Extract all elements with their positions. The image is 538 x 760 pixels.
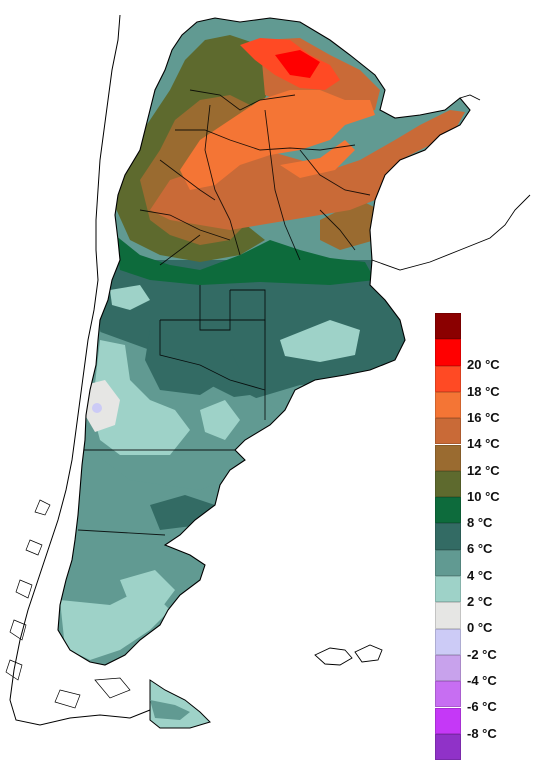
legend-label: 2 °C bbox=[467, 594, 493, 609]
legend-item: 0 °C bbox=[435, 602, 535, 635]
legend-label: -6 °C bbox=[467, 699, 497, 715]
legend-label: 10 °C bbox=[467, 488, 500, 504]
chilean-coast-islands bbox=[5, 499, 131, 709]
legend-swatch bbox=[435, 391, 461, 419]
legend-item: 8 °C bbox=[435, 497, 535, 530]
legend-item: 14 °C bbox=[435, 418, 535, 451]
legend-label: 12 °C bbox=[467, 462, 500, 478]
legend-swatch bbox=[435, 418, 461, 445]
legend-item bbox=[435, 313, 535, 340]
temperature-legend: 20 °C 18 °C 16 °C 14 °C 12 °C 10 °C 8 °C 6 °C 4 … bbox=[435, 313, 535, 760]
legend-swatch bbox=[435, 549, 461, 576]
legend-swatch bbox=[435, 654, 461, 682]
legend-item: 16 °C bbox=[435, 391, 535, 425]
legend-label: 18 °C bbox=[467, 383, 500, 399]
chile-outline bbox=[9, 14, 151, 726]
legend-item: -6 °C bbox=[435, 681, 535, 714]
legend-swatch bbox=[435, 470, 461, 498]
uruguay-outline bbox=[371, 194, 531, 271]
legend-label: 4 °C bbox=[467, 567, 493, 583]
falkland-islands bbox=[314, 644, 383, 666]
legend-swatch bbox=[435, 628, 461, 655]
legend-swatch bbox=[435, 602, 461, 629]
legend-item: 12 °C bbox=[435, 444, 535, 478]
legend-label: 20 °C bbox=[467, 357, 500, 373]
tierra-del-fuego bbox=[149, 679, 211, 729]
legend-swatch bbox=[435, 497, 461, 524]
legend-item: 10 °C bbox=[435, 470, 535, 504]
legend-item: 18 °C bbox=[435, 365, 535, 399]
legend-swatch bbox=[435, 733, 461, 760]
legend-swatch bbox=[435, 681, 461, 708]
brazil-outline bbox=[459, 94, 481, 101]
legend-item: -4 °C bbox=[435, 654, 535, 688]
legend-swatch bbox=[435, 339, 461, 366]
legend-label: 8 °C bbox=[467, 515, 493, 531]
legend-item: -2 °C bbox=[435, 628, 535, 662]
legend-item: 20 °C bbox=[435, 339, 535, 372]
legend-label: -2 °C bbox=[467, 646, 497, 662]
legend-swatch bbox=[435, 365, 461, 392]
legend-label: 16 °C bbox=[467, 409, 500, 425]
legend-label: 14 °C bbox=[467, 436, 500, 452]
legend-label: -4 °C bbox=[467, 672, 497, 688]
legend-swatch bbox=[435, 523, 461, 550]
argentina-outline bbox=[57, 17, 471, 666]
legend-label: 6 °C bbox=[467, 541, 493, 557]
legend-swatch bbox=[435, 707, 461, 734]
legend-swatch bbox=[435, 576, 461, 603]
legend-label: 0 °C bbox=[467, 620, 493, 636]
legend-item: 2 °C bbox=[435, 576, 535, 609]
legend-label: -8 °C bbox=[467, 725, 497, 741]
legend-item: 6 °C bbox=[435, 523, 535, 556]
legend-swatch bbox=[435, 444, 461, 471]
legend-item: -8 °C bbox=[435, 707, 535, 741]
legend-swatch bbox=[435, 313, 461, 340]
legend-item bbox=[435, 733, 535, 760]
legend-item: 4 °C bbox=[435, 549, 535, 583]
